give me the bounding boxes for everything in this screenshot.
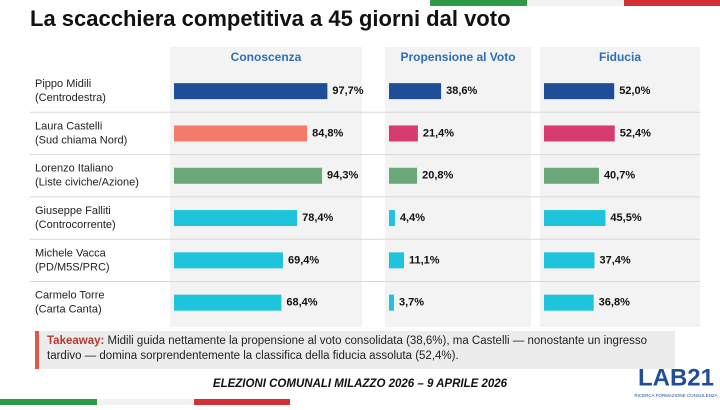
bar <box>174 125 308 142</box>
value-label: 21,4% <box>423 127 454 139</box>
category-sublabel: (Sud chiama Nord) <box>35 134 127 146</box>
category-sublabel: (Liste civiche/Azione) <box>35 177 139 189</box>
value-label: 20,8% <box>422 170 453 182</box>
bar <box>389 252 404 269</box>
flag-stripe <box>0 399 97 405</box>
series-header: Conoscenza <box>231 50 302 64</box>
value-label: 68,4% <box>286 297 317 309</box>
bar <box>174 167 323 184</box>
bar <box>174 83 328 100</box>
category-sublabel: (PD/M5S/PRC) <box>35 261 110 273</box>
value-label: 52,4% <box>620 127 651 139</box>
bar <box>389 210 395 227</box>
takeaway-text: Midili guida nettamente la propensione a… <box>47 335 648 362</box>
flag-stripe <box>527 0 624 6</box>
flag-stripe <box>194 399 290 405</box>
value-label: 84,8% <box>312 127 343 139</box>
flag-stripe <box>624 0 720 6</box>
value-label: 45,5% <box>610 212 641 224</box>
value-label: 40,7% <box>604 170 635 182</box>
series-header: Propensione al Voto <box>400 50 515 64</box>
bar <box>544 252 595 269</box>
value-label: 94,3% <box>327 170 358 182</box>
footer: ELEZIONI COMUNALI MILAZZO 2026 – 9 APRIL… <box>213 378 508 390</box>
category-label: Laura Castelli <box>35 120 102 132</box>
takeaway: Takeaway: Midili guida nettamente la pro… <box>35 331 675 369</box>
bar <box>174 294 282 311</box>
bar <box>389 125 418 142</box>
category-label: Lorenzo Italiano <box>35 163 113 175</box>
value-label: 37,4% <box>599 254 630 266</box>
value-label: 69,4% <box>288 254 319 266</box>
category-sublabel: (Centrodestra) <box>35 92 106 104</box>
bar <box>389 83 442 100</box>
bar <box>389 294 394 311</box>
category-label: Giuseppe Falliti <box>35 205 111 217</box>
chart-title: La scacchiera competitiva a 45 giorni da… <box>30 6 511 31</box>
bar <box>174 252 283 269</box>
value-label: 97,7% <box>332 85 363 97</box>
series-header: Fiducia <box>599 50 641 64</box>
bar <box>544 210 606 227</box>
category-sublabel: (Controcorrente) <box>35 219 116 231</box>
value-label: 11,1% <box>409 254 440 266</box>
bar <box>544 167 599 184</box>
flag-stripe <box>97 399 194 405</box>
bar <box>544 294 594 311</box>
category-sublabel: (Carta Canta) <box>35 304 102 316</box>
bar <box>389 167 418 184</box>
category-label: Michele Vacca <box>35 247 107 259</box>
value-label: 52,0% <box>619 85 650 97</box>
value-label: 78,4% <box>302 212 333 224</box>
value-label: 38,6% <box>446 85 477 97</box>
logo-tagline: RICERCA FORMAZIONE CONSULENZA <box>634 393 717 398</box>
bar <box>544 125 615 142</box>
value-label: 4,4% <box>400 212 425 224</box>
value-label: 3,7% <box>399 297 424 309</box>
takeaway-label: Takeaway: <box>47 335 105 347</box>
value-label: 36,8% <box>599 297 630 309</box>
bar <box>174 210 298 227</box>
category-label: Pippo Midili <box>35 78 91 90</box>
category-label: Carmelo Torre <box>35 290 105 302</box>
bar <box>544 83 615 100</box>
flag-stripe <box>430 0 527 6</box>
